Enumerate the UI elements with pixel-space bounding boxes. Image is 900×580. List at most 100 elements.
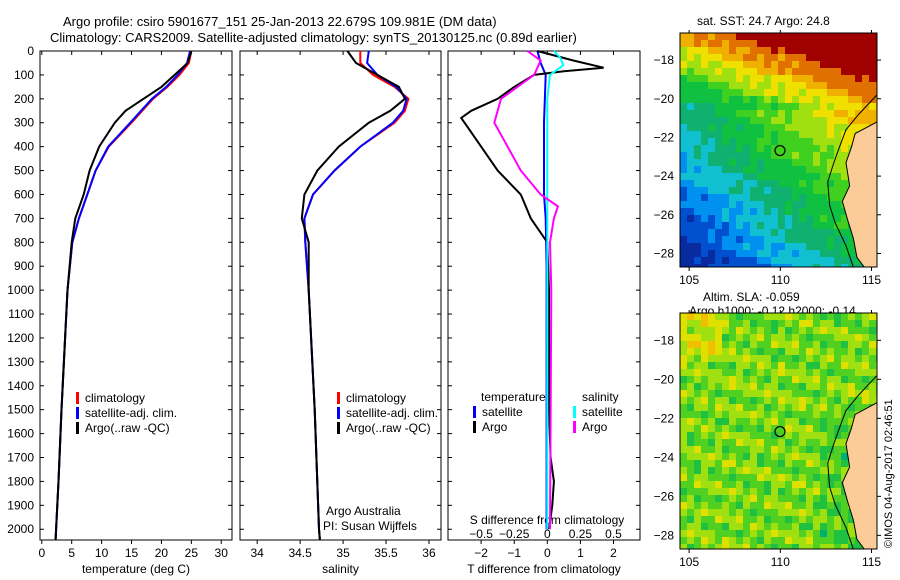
map-cell (827, 453, 834, 460)
map-cell (806, 355, 813, 362)
map-cell (701, 313, 708, 320)
map-cell (680, 537, 687, 544)
map-cell (778, 383, 785, 390)
map-cell (708, 404, 715, 411)
map-cell (806, 215, 813, 222)
map-cell (722, 173, 729, 180)
map-cell (708, 61, 715, 68)
map-cell (750, 222, 757, 229)
map-cell (834, 481, 841, 488)
map-cell (736, 474, 743, 481)
map-cell (694, 40, 701, 47)
map-cell (827, 215, 834, 222)
map-cell (785, 201, 792, 208)
map-cell (869, 397, 876, 404)
map-cell (701, 54, 708, 61)
map-cell (813, 495, 820, 502)
map-y-tick-label: −26 (654, 208, 675, 222)
map-cell (771, 187, 778, 194)
map-cell (862, 348, 869, 355)
map-cell (841, 502, 848, 509)
map-cell (715, 173, 722, 180)
map-cell (848, 516, 855, 523)
map-cell (834, 33, 841, 40)
map-cell (813, 327, 820, 334)
map-cell (841, 327, 848, 334)
map-cell (701, 537, 708, 544)
map-cell (771, 495, 778, 502)
map-cell (820, 75, 827, 82)
map-cell (736, 180, 743, 187)
map-cell (813, 341, 820, 348)
map-cell (694, 537, 701, 544)
map-cell (862, 89, 869, 96)
map-cell (708, 530, 715, 537)
map-cell (736, 96, 743, 103)
map-cell (771, 96, 778, 103)
map-cell (799, 229, 806, 236)
map-cell (834, 509, 841, 516)
map-cell (827, 481, 834, 488)
map-cell (694, 173, 701, 180)
map-cell (820, 194, 827, 201)
map-cell (764, 152, 771, 159)
map-cell (792, 75, 799, 82)
map-cell (799, 173, 806, 180)
map-cell (729, 166, 736, 173)
map-cell (792, 257, 799, 264)
map-cell (834, 502, 841, 509)
map-cell (736, 495, 743, 502)
map-cell (687, 194, 694, 201)
map-cell (834, 75, 841, 82)
map-cell (701, 509, 708, 516)
sla-map-isobath (827, 375, 878, 550)
map-cell (813, 180, 820, 187)
map-cell (792, 453, 799, 460)
map-cell (708, 446, 715, 453)
map-cell (750, 446, 757, 453)
map-cell (687, 145, 694, 152)
map-cell (764, 222, 771, 229)
map-cell (778, 61, 785, 68)
map-cell (694, 236, 701, 243)
map-cell (750, 523, 757, 530)
map-cell (778, 355, 785, 362)
map-cell (792, 474, 799, 481)
map-cell (708, 523, 715, 530)
map-cell (792, 530, 799, 537)
map-cell (771, 320, 778, 327)
map-cell (841, 418, 848, 425)
y-tick-label: 1100 (8, 307, 34, 321)
map-cell (834, 397, 841, 404)
map-cell (806, 474, 813, 481)
map-cell (792, 33, 799, 40)
map-cell (778, 82, 785, 89)
map-cell (694, 355, 701, 362)
map-cell (722, 362, 729, 369)
map-cell (792, 502, 799, 509)
map-cell (834, 152, 841, 159)
map-cell (701, 439, 708, 446)
map-cell (806, 201, 813, 208)
map-cell (743, 481, 750, 488)
map-cell (743, 103, 750, 110)
diff-temperature-legend-label: Argo (482, 420, 508, 434)
map-cell (771, 488, 778, 495)
map-cell (680, 54, 687, 61)
map-cell (806, 208, 813, 215)
map-cell (820, 229, 827, 236)
s-tick-label: −0.25 (499, 527, 530, 541)
map-cell (743, 75, 750, 82)
map-cell (771, 138, 778, 145)
sla-map-title-line1: Altim. SLA: -0.059 (703, 290, 800, 304)
map-cell (771, 537, 778, 544)
map-cell (848, 110, 855, 117)
map-cell (708, 222, 715, 229)
map-cell (841, 145, 848, 152)
map-cell (701, 40, 708, 47)
map-cell (785, 68, 792, 75)
map-cell (680, 110, 687, 117)
map-cell (785, 418, 792, 425)
map-cell (680, 481, 687, 488)
map-cell (813, 362, 820, 369)
